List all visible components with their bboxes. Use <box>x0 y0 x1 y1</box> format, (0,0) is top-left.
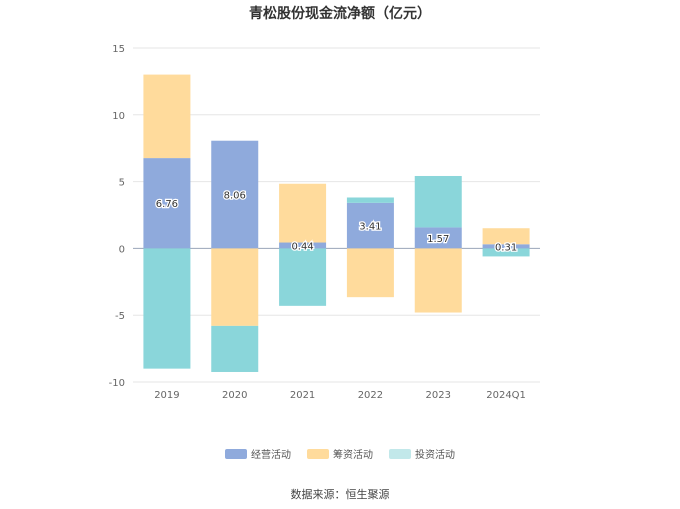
data-label: 0.44 <box>291 241 313 252</box>
data-source-note: 数据来源：恒生聚源 <box>290 488 390 501</box>
legend-item-investing[interactable]: 投资活动 <box>389 446 455 461</box>
x-tick-label: 2023 <box>426 390 451 401</box>
data-label: 6.76 <box>156 199 178 210</box>
bar-投资活动-2022 <box>346 197 394 203</box>
bar-经营活动-2022 <box>346 202 394 249</box>
x-tick-label: 2021 <box>290 390 315 401</box>
y-tick-label: 0 <box>119 244 125 255</box>
legend-label-financing: 筹资活动 <box>333 450 373 461</box>
y-tick-label: -5 <box>115 311 125 322</box>
bar-经营活动-2024Q1 <box>482 244 530 249</box>
data-label: 0.31 <box>495 242 517 253</box>
bar-投资活动-2021 <box>279 248 327 306</box>
data-label: 8.06 <box>224 191 246 202</box>
legend: 经营活动 筹资活动 投资活动 <box>0 446 680 461</box>
bar-经营活动-2020 <box>211 140 259 249</box>
bar-筹资活动-2020 <box>211 248 259 326</box>
bar-筹资活动-2023 <box>414 248 462 313</box>
legend-swatch-operating <box>225 448 247 459</box>
bar-经营活动-2021 <box>279 242 327 249</box>
bar-投资活动-2024Q1 <box>482 248 530 257</box>
bar-筹资活动-2024Q1 <box>482 228 530 245</box>
bar-投资活动-2023 <box>414 175 462 228</box>
data-label: 1.57 <box>427 234 449 245</box>
x-tick-label: 2019 <box>154 390 179 401</box>
data-label: 3.41 <box>359 222 381 233</box>
x-tick-label: 2024Q1 <box>486 390 526 401</box>
bar-投资活动-2019 <box>143 248 191 369</box>
bar-筹资活动-2019 <box>143 74 191 159</box>
x-tick-label: 2020 <box>222 390 247 401</box>
legend-swatch-investing <box>389 448 411 459</box>
bar-经营活动-2019 <box>143 158 191 249</box>
y-tick-label: 10 <box>112 111 125 122</box>
legend-swatch-financing <box>307 448 329 459</box>
x-tick-label: 2022 <box>358 390 383 401</box>
bar-经营活动-2023 <box>414 227 462 249</box>
y-tick-label: 5 <box>119 178 125 189</box>
legend-item-operating[interactable]: 经营活动 <box>225 446 291 461</box>
legend-label-investing: 投资活动 <box>415 450 455 461</box>
y-tick-label: -10 <box>109 378 125 389</box>
bar-筹资活动-2022 <box>346 248 394 298</box>
bar-投资活动-2020 <box>211 325 259 372</box>
legend-label-operating: 经营活动 <box>251 450 291 461</box>
bar-筹资活动-2021 <box>279 183 327 243</box>
y-tick-label: 15 <box>112 44 125 55</box>
chart-title: 青松股份现金流净额（亿元） <box>249 6 431 22</box>
legend-item-financing[interactable]: 筹资活动 <box>307 446 373 461</box>
